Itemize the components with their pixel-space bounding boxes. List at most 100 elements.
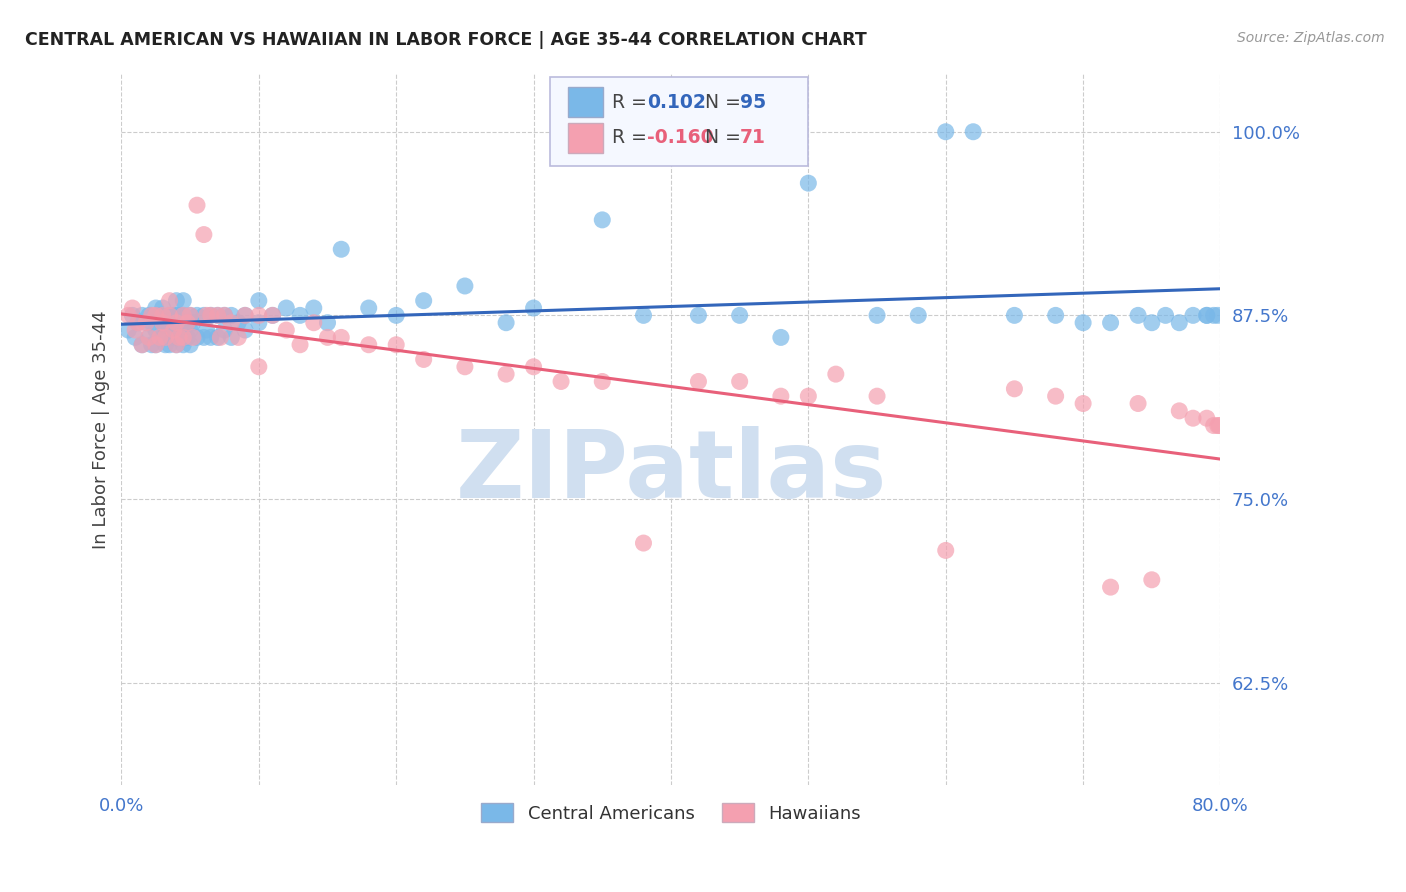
Point	[193, 227, 215, 242]
Point	[145, 309, 167, 323]
Point	[495, 316, 517, 330]
Point	[935, 543, 957, 558]
Point	[135, 316, 157, 330]
Point	[276, 301, 298, 315]
Point	[1045, 309, 1067, 323]
Point	[207, 309, 229, 323]
Point	[165, 337, 187, 351]
Point	[633, 309, 655, 323]
Point	[1206, 309, 1229, 323]
Point	[165, 309, 187, 323]
Point	[262, 309, 284, 323]
Text: ZIPatlas: ZIPatlas	[456, 426, 887, 518]
Point	[165, 323, 187, 337]
Point	[181, 330, 204, 344]
Text: -0.160: -0.160	[647, 128, 713, 147]
Point	[172, 330, 194, 344]
Point	[131, 309, 153, 323]
Point	[124, 330, 146, 344]
Point	[152, 309, 174, 323]
Point	[167, 330, 190, 344]
Point	[209, 330, 232, 344]
Point	[728, 375, 751, 389]
Point	[179, 309, 201, 323]
Text: 71: 71	[740, 128, 766, 147]
Point	[193, 309, 215, 323]
Point	[149, 330, 172, 344]
Point	[1202, 309, 1225, 323]
Point	[172, 309, 194, 323]
Point	[288, 309, 311, 323]
Point	[121, 301, 143, 315]
Point	[247, 359, 270, 374]
Point	[1202, 418, 1225, 433]
Point	[866, 309, 889, 323]
Point	[357, 337, 380, 351]
Point	[149, 309, 172, 323]
Point	[176, 330, 198, 344]
Point	[145, 337, 167, 351]
Point	[1140, 573, 1163, 587]
Point	[121, 309, 143, 323]
Point	[550, 375, 572, 389]
Point	[523, 359, 546, 374]
Point	[145, 337, 167, 351]
Point	[179, 309, 201, 323]
Point	[163, 330, 186, 344]
Point	[138, 309, 160, 323]
Point	[824, 367, 846, 381]
Point	[131, 337, 153, 351]
Point	[155, 318, 177, 333]
Text: N =: N =	[704, 128, 747, 147]
Point	[141, 316, 163, 330]
Point	[454, 279, 477, 293]
Point	[214, 309, 236, 323]
Point	[797, 176, 820, 190]
Point	[179, 323, 201, 337]
Point	[221, 309, 243, 323]
Point	[226, 316, 249, 330]
Point	[1140, 316, 1163, 330]
Point	[145, 301, 167, 315]
Point	[186, 309, 208, 323]
Point	[591, 375, 613, 389]
Point	[200, 330, 222, 344]
Point	[163, 309, 186, 323]
Point	[195, 323, 218, 337]
Point	[907, 309, 929, 323]
Point	[288, 337, 311, 351]
Point	[176, 316, 198, 330]
Point	[165, 316, 187, 330]
Point	[1182, 411, 1205, 425]
Point	[152, 316, 174, 330]
Point	[1071, 396, 1094, 410]
Point	[412, 352, 434, 367]
Point	[221, 316, 243, 330]
Point	[200, 309, 222, 323]
Point	[186, 198, 208, 212]
Point	[1002, 382, 1025, 396]
Point	[1182, 309, 1205, 323]
Point	[454, 359, 477, 374]
Point	[1126, 396, 1149, 410]
Point	[302, 301, 325, 315]
Point	[1208, 418, 1230, 433]
Point	[172, 337, 194, 351]
Point	[357, 301, 380, 315]
Point	[207, 330, 229, 344]
Text: R =: R =	[612, 93, 652, 112]
Point	[141, 337, 163, 351]
Point	[145, 323, 167, 337]
Point	[316, 330, 339, 344]
Point	[1195, 411, 1218, 425]
Text: R =: R =	[612, 128, 652, 147]
Point	[495, 367, 517, 381]
Point	[159, 309, 181, 323]
Point	[159, 337, 181, 351]
Point	[385, 309, 408, 323]
Point	[127, 316, 149, 330]
Point	[797, 389, 820, 403]
Point	[688, 309, 710, 323]
Point	[152, 330, 174, 344]
Point	[1154, 309, 1177, 323]
